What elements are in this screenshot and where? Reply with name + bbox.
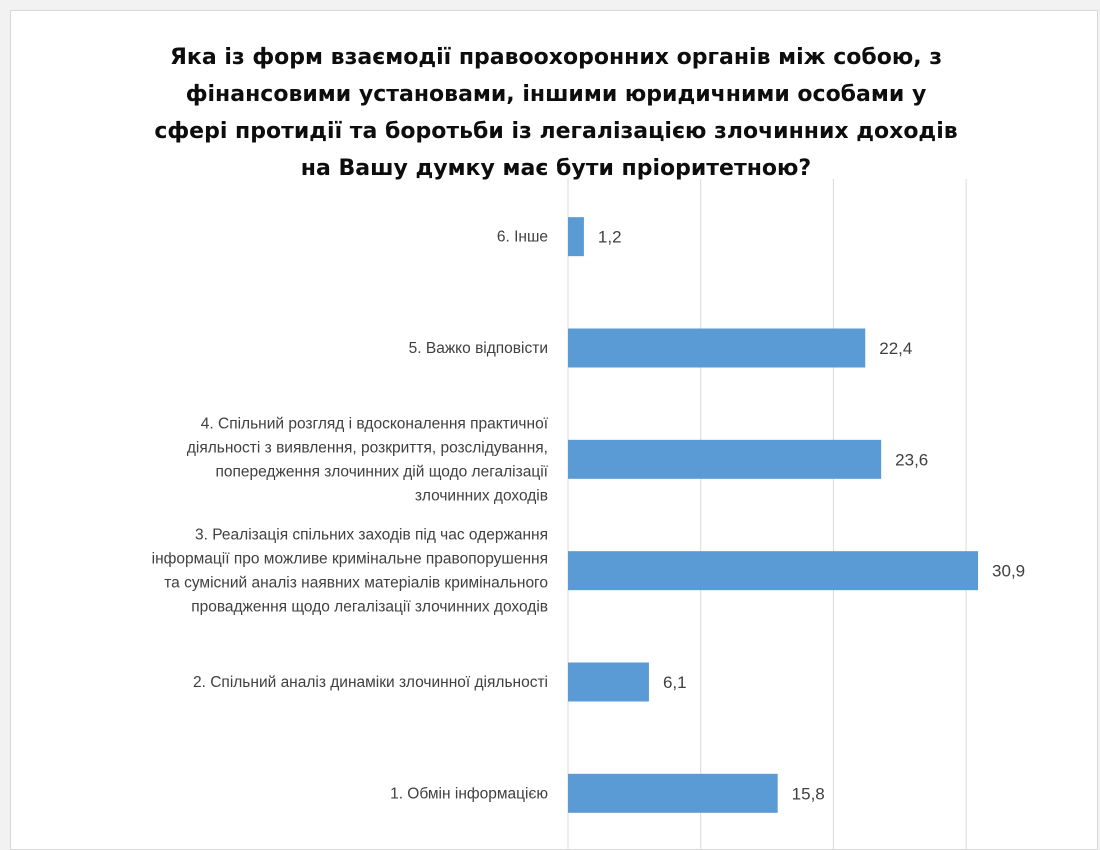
data-label: 22,4: [879, 339, 912, 358]
category-label-line: попередження злочинних дій щодо легаліза…: [215, 463, 548, 480]
chart-title: Яка із форм взаємодії правоохоронних орг…: [41, 39, 1071, 187]
category-label: 4. Спільний розгляд і вдосконалення прак…: [187, 415, 549, 504]
chart-title-line-2: фінансовими установами, іншими юридичним…: [185, 82, 927, 107]
category-label-line: діяльності з виявлення, розкриття, розсл…: [187, 439, 548, 456]
data-label: 23,6: [895, 450, 928, 469]
data-label: 1,2: [598, 228, 622, 247]
bar: [568, 662, 649, 702]
category-label: 6. Інше: [497, 229, 548, 246]
bar-chart-plot: 6. Інше 5. Важко відповісти 4. Спільний ро…: [152, 179, 1025, 849]
category-label: 2. Спільний аналіз динаміки злочинної ді…: [193, 674, 548, 691]
category-label: 1. Обмін інформацією: [390, 785, 548, 802]
chart-frame: Яка із форм взаємодії правоохоронних орг…: [10, 10, 1098, 850]
gridlines: [567, 179, 967, 849]
chart-title-line-1: Яка із форм взаємодії правоохоронних орг…: [169, 45, 943, 70]
data-label: 6,1: [663, 673, 687, 692]
category-label-line: 2. Спільний аналіз динаміки злочинної ді…: [193, 674, 548, 691]
data-labels: 1,2 22,4 23,6 30,9 6,1 15,8: [598, 228, 1025, 804]
category-label-line: 4. Спільний розгляд і вдосконалення прак…: [201, 415, 549, 432]
category-label-line: 5. Важко відповісти: [409, 340, 548, 357]
data-label: 30,9: [992, 562, 1025, 581]
bar: [568, 217, 584, 257]
category-label-line: та сумісний аналіз наявних матеріалів кр…: [164, 575, 548, 592]
category-label-line: провадження щодо легалізації злочинних д…: [191, 599, 548, 616]
bar: [568, 439, 882, 479]
category-label-line: інформації про можливе кримінальне право…: [152, 551, 548, 568]
category-label: 3. Реалізація спільних заходів під час о…: [152, 527, 548, 616]
category-label-line: 3. Реалізація спільних заходів під час о…: [195, 527, 548, 544]
category-label-line: 1. Обмін інформацією: [390, 785, 548, 802]
bar: [568, 551, 979, 591]
category-labels: 6. Інше 5. Важко відповісти 4. Спільний ро…: [152, 229, 549, 803]
chart-title-line-4: на Вашу думку має бути пріоритетною?: [300, 156, 812, 181]
bars: [568, 217, 979, 813]
data-label: 15,8: [792, 784, 825, 803]
chart-title-line-3: сфері протидії та боротьби із легалізаці…: [154, 119, 958, 144]
category-label-line: злочинних доходів: [415, 487, 548, 504]
category-label-line: 6. Інше: [497, 229, 548, 246]
category-label: 5. Важко відповісти: [409, 340, 548, 357]
bar: [568, 773, 778, 813]
bar: [568, 328, 866, 368]
